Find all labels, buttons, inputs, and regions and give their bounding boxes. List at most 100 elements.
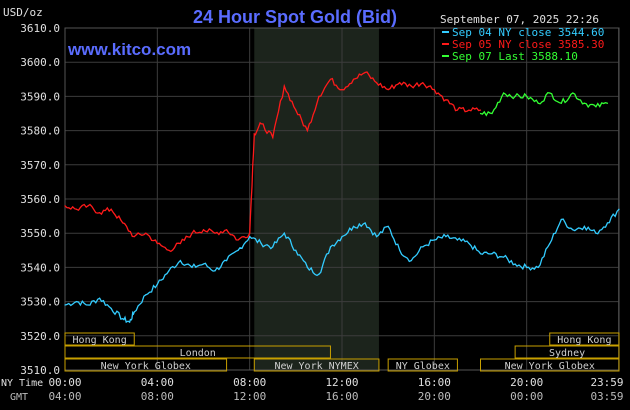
series-point-2 — [433, 88, 435, 91]
series-point-1 — [87, 304, 89, 306]
session-label: New York Globex — [101, 361, 191, 372]
series-line-3 — [480, 92, 608, 117]
x-tick-label-ny: 23:59 — [590, 376, 623, 389]
series-point-2 — [376, 82, 378, 84]
timestamp: September 07, 2025 22:26 — [440, 13, 599, 26]
series-point-1 — [168, 270, 170, 272]
series-point-3 — [537, 102, 539, 104]
x-tick-label-ny: 04:00 — [141, 376, 174, 389]
series-point-3 — [606, 102, 609, 104]
series-point-1 — [341, 236, 343, 238]
session-bar — [253, 358, 380, 372]
series-point-1 — [237, 249, 239, 251]
series-point-1 — [283, 232, 285, 234]
x-tick-label-gmt: 08:00 — [141, 390, 174, 403]
series-line-2 — [64, 71, 481, 253]
series-point-1 — [376, 236, 378, 238]
session-label: Hong Kong — [557, 335, 611, 346]
series-point-2 — [410, 85, 412, 87]
session-bar — [64, 332, 135, 346]
series-point-1 — [129, 321, 131, 323]
session-bar — [514, 345, 620, 359]
series-point-2 — [468, 109, 470, 111]
series-point-2 — [399, 82, 401, 84]
series-point-2 — [306, 130, 308, 132]
series-point-1 — [479, 253, 482, 255]
x-tick-label-ny: 00:00 — [48, 376, 81, 389]
session-bar — [549, 332, 620, 346]
y-tick-label: 3580.0 — [20, 125, 60, 138]
series-point-1 — [179, 259, 182, 262]
series-point-1 — [526, 266, 528, 268]
series-point-1 — [122, 318, 124, 320]
series-point-1 — [202, 263, 205, 265]
series-point-2 — [133, 236, 135, 238]
series-point-2 — [168, 249, 170, 251]
x-axis: NY TimeGMT00:0004:0004:0008:0008:0012:00… — [1, 376, 624, 403]
series-point-1 — [606, 222, 609, 224]
y-tick-label: 3590.0 — [20, 90, 60, 103]
series-point-1 — [214, 270, 216, 272]
series-point-1 — [537, 266, 539, 268]
x-tick-label-gmt: 16:00 — [325, 390, 358, 403]
series-point-3 — [583, 102, 585, 104]
series-point-1 — [329, 246, 332, 248]
series-point-3 — [560, 102, 562, 104]
series-point-1 — [133, 311, 135, 313]
series-point-1 — [445, 236, 447, 238]
series-point-3 — [491, 112, 493, 115]
x-tick-label-gmt: 00:00 — [510, 390, 543, 403]
series-point-1 — [75, 301, 78, 303]
session-label: New York NYMEX — [274, 361, 358, 372]
series-point-3 — [502, 92, 505, 94]
x-tick-label-ny: 08:00 — [233, 376, 266, 389]
x-tick-label-gmt: 03:59 — [590, 390, 623, 403]
y-axis: 3610.0 3600.0 3590.0 3580.0 3570.0 3560.0 3550… — [20, 22, 60, 377]
y-tick-label: 3530.0 — [20, 296, 60, 309]
series-point-2 — [479, 109, 482, 111]
series-point-1 — [249, 236, 251, 238]
series-point-1 — [456, 239, 459, 241]
series-point-1 — [560, 218, 562, 221]
session-label: Hong Kong — [73, 335, 127, 346]
legend-entry: Sep 04 NY close 3544.60 — [452, 26, 604, 39]
series-point-1 — [156, 283, 158, 286]
series-point-2 — [145, 232, 147, 234]
y-tick-label: 3540.0 — [20, 261, 60, 274]
session-bar — [387, 358, 458, 372]
series-point-2 — [329, 78, 332, 80]
x-tick-label-gmt: 12:00 — [233, 390, 266, 403]
series-point-1 — [433, 239, 435, 241]
series-point-3 — [479, 112, 482, 115]
series-point-1 — [260, 242, 262, 245]
series-point-1 — [99, 297, 101, 299]
legend-entry: Sep 07 Last 3588.10 — [452, 50, 578, 63]
series-point-1 — [318, 273, 320, 275]
session-label: London — [180, 348, 216, 359]
series-point-2 — [156, 242, 158, 245]
series-point-2 — [179, 242, 182, 245]
y-tick-label: 3560.0 — [20, 193, 60, 206]
series-point-2 — [352, 78, 355, 80]
y-tick-label: 3600.0 — [20, 56, 60, 69]
y-tick-label: 3520.0 — [20, 330, 60, 343]
series-point-1 — [572, 229, 574, 231]
series-point-1 — [110, 307, 112, 310]
series-point-2 — [387, 88, 389, 91]
series-point-2 — [214, 232, 216, 234]
legend-entry: Sep 05 NY close 3585.30 — [452, 38, 604, 51]
series-point-1 — [225, 259, 228, 262]
series-point-2 — [445, 99, 447, 101]
series-point-2 — [283, 85, 285, 87]
series-point-2 — [341, 88, 343, 91]
series-point-1 — [595, 232, 597, 234]
y-tick-label: 3610.0 — [20, 22, 60, 35]
x-row-label-ny: NY Time — [1, 378, 43, 389]
series-point-1 — [618, 208, 620, 210]
y-tick-label: 3510.0 — [20, 364, 60, 377]
y-tick-label: 3550.0 — [20, 227, 60, 240]
series-point-2 — [272, 136, 274, 139]
series-point-3 — [526, 95, 528, 97]
